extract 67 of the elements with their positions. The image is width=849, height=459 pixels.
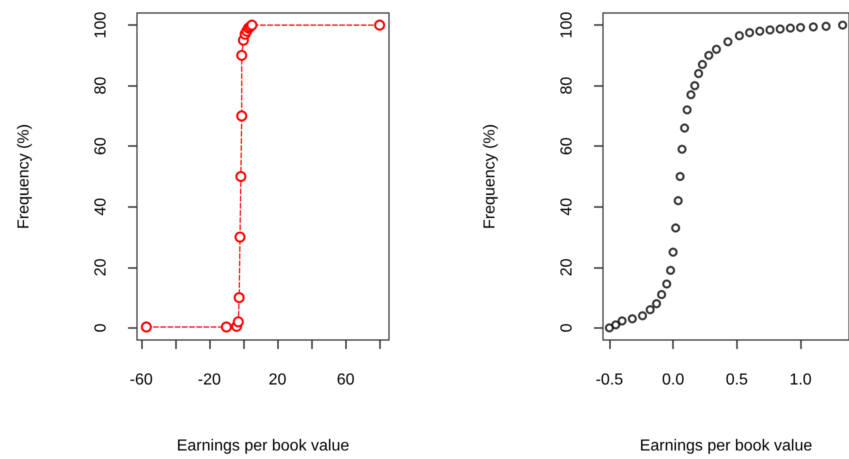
point [668,248,678,257]
point [723,37,732,46]
x-tick-label: 1.0 [789,372,812,388]
point [604,323,614,332]
y-tick-label: 40 [92,198,110,216]
x-axis-title: Earnings per book value [176,438,350,454]
point [734,31,744,40]
y-tick-label: 0 [558,323,576,332]
point [745,28,754,38]
x-tick-label: 0.5 [726,372,748,388]
point [374,20,386,31]
x-tick-label: 20 [268,372,286,388]
y-tick-label: 0 [92,323,110,332]
point [646,305,655,314]
point [678,144,687,154]
point [220,321,232,332]
point [765,25,774,34]
point [638,311,648,320]
y-tick-label: 80 [558,76,576,95]
x-tick-label: -60 [130,372,153,388]
y-tick-label: 80 [92,76,110,95]
point [140,321,152,332]
x-tick-label: -0.5 [596,372,624,388]
point [755,26,764,36]
point [628,314,637,324]
point [674,196,683,206]
y-tick-label: 100 [92,12,110,38]
point [235,171,246,182]
x-axis-title: Earnings per book value [640,438,812,454]
point [686,90,696,100]
point [236,110,248,122]
point [662,279,672,288]
x-tick-label: 0.0 [662,372,684,388]
point [676,172,685,181]
point [796,23,806,32]
point [822,22,831,31]
point [671,223,680,232]
point [698,60,707,69]
point [234,232,246,243]
point [680,124,690,133]
point [838,20,848,30]
point [611,320,620,330]
point [652,299,662,308]
point [666,266,676,275]
y-axis-title: Frequency (%) [16,124,32,229]
point [236,50,248,61]
y-tick-label: 60 [92,137,110,156]
point [657,290,666,300]
point [786,24,795,33]
y-tick-label: 100 [558,12,576,38]
y-tick-label: 20 [92,258,110,276]
y-tick-label: 20 [558,258,576,276]
point [694,69,704,78]
x-tick-label: 60 [336,372,355,388]
point [232,316,244,328]
point [690,81,700,90]
y-axis-title: Frequency (%) [482,124,498,229]
point [618,316,627,326]
point [682,105,692,114]
point [776,24,785,34]
point [234,292,245,304]
point [808,22,818,32]
point [704,50,714,60]
x-tick-label: -20 [198,372,222,388]
point [712,44,721,54]
y-tick-label: 60 [558,137,576,156]
y-tick-label: 40 [558,198,576,216]
